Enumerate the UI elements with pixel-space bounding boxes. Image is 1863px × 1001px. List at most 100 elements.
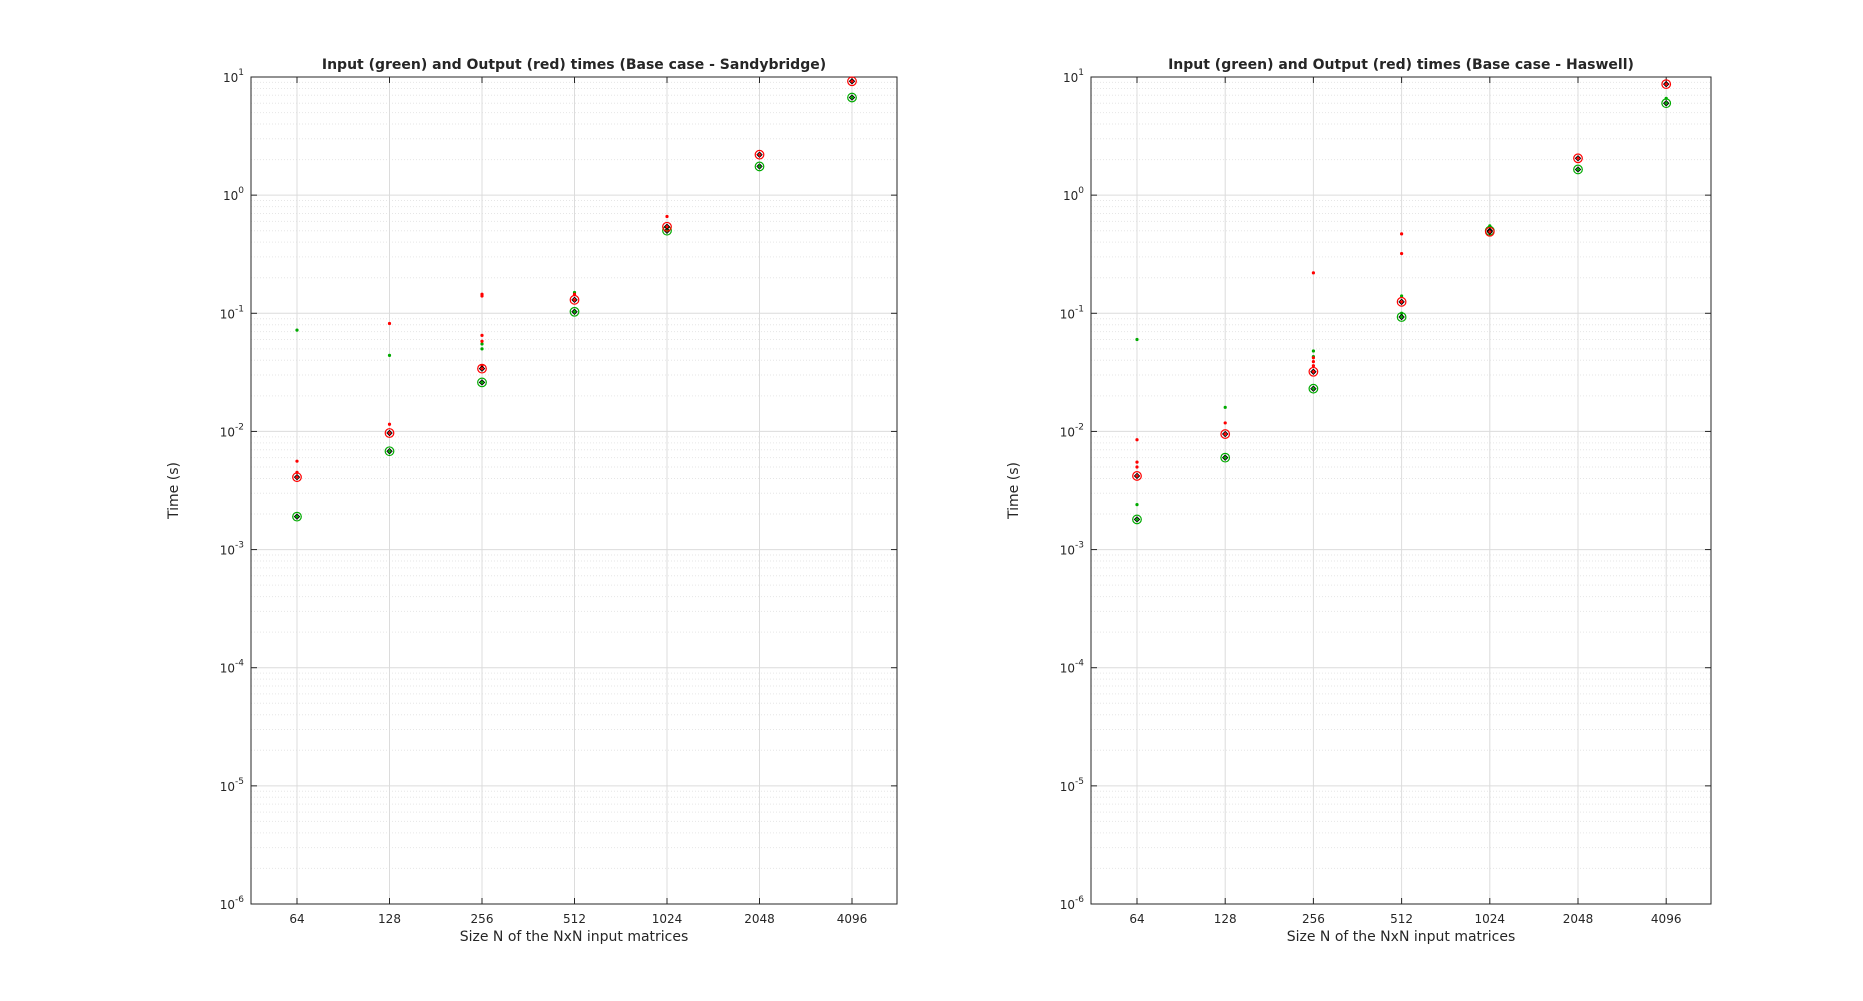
x-tick-label: 2048 [1563,912,1594,926]
y-tick-label: 10-2 [1060,422,1084,439]
input-median-diamond [1398,313,1405,321]
data-marks [1132,79,1672,525]
y-tick-label: 100 [223,186,244,203]
output-median-diamond [1133,472,1141,480]
data-marks [292,76,857,522]
output-time-point [480,333,484,337]
y-tick-label: 10-4 [1060,659,1085,676]
output-time-point [1400,252,1404,256]
input-median-diamond [1310,385,1317,392]
output-time-point [295,475,299,479]
input-median-diamond [1662,99,1670,107]
output-median-diamond [848,78,856,85]
input-time-point [1400,294,1404,298]
input-time-point [1664,101,1668,105]
y-tick-label: 100 [1063,186,1084,203]
x-tick-label: 512 [563,912,586,926]
input-time-point [1135,503,1139,507]
input-time-point [295,515,299,519]
output-median-diamond [1662,80,1670,88]
axis-ticks: 10-6 10-5 10-4 10-3 10-2 10-1 100 101 64 128 256 51… [1060,68,1711,926]
output-median-circle [569,294,580,305]
y-tick-label: 10-1 [220,304,244,321]
y-tick-label: 10-1 [1060,304,1084,321]
output-median-circle [1661,79,1672,90]
input-time-point [480,342,484,346]
output-median-diamond [1574,155,1582,162]
input-time-point [480,380,484,385]
input-median-circle [384,446,395,457]
input-time-point [480,347,484,351]
output-median-circle [1220,429,1231,439]
output-time-point [387,431,392,435]
y-tick-label: 10-4 [220,659,245,676]
y-tick-label: 10-3 [1060,541,1084,558]
output-time-point [387,321,392,326]
chart-panel-sandybridge: 10-6 10-5 10-4 10-3 10-2 10-1 100 101 64 128 256 51… [166,57,898,945]
x-tick-label: 128 [378,912,401,926]
input-median-diamond [1574,166,1582,173]
y-tick-label: 10-5 [1060,777,1084,794]
output-time-point [387,422,392,426]
chart-panel-haswell: 10-6 10-5 10-4 10-3 10-2 10-1 100 101 64 128 256 51… [1006,57,1712,945]
input-time-point [572,310,577,314]
y-tick-label: 10-5 [220,777,244,794]
output-median-circle [662,221,672,232]
input-time-point [757,164,762,169]
output-time-point [665,225,669,229]
input-median-circle [754,161,765,172]
input-median-circle [1308,383,1319,394]
y-tick-label: 10-2 [220,422,244,439]
input-median-diamond [478,379,486,386]
output-time-point [757,153,762,157]
y-tick-label: 10-6 [220,895,245,912]
output-time-point [1400,232,1404,236]
output-median-diamond [386,429,393,437]
input-time-point [1223,456,1227,460]
input-median-circle [1573,164,1583,175]
input-median-circle [477,377,487,388]
output-time-point [1223,421,1227,425]
input-median-diamond [663,227,671,234]
output-median-circle [384,428,395,438]
output-median-diamond [1310,368,1317,375]
output-time-point [480,367,484,371]
input-median-diamond [386,447,393,455]
y-axis-label: Time (s) [1006,462,1022,520]
x-tick-label: 128 [1214,912,1237,926]
x-axis-label: Size N of the NxN input matrices [1287,929,1516,945]
output-time-point [1400,300,1404,304]
output-time-point [480,292,484,296]
y-tick-label: 10-6 [1060,895,1085,912]
axes-box [1090,76,1712,905]
y-tick-label: 10-3 [220,541,244,558]
x-axis-label: Size N of the NxN input matrices [460,929,689,945]
input-time-point [1135,337,1139,342]
y-axis-label: Time (s) [166,462,182,520]
output-time-point [665,214,669,219]
input-median-diamond [1221,454,1229,461]
output-median-diamond [1221,430,1229,438]
output-median-diamond [663,223,671,230]
x-tick-label: 2048 [744,912,775,926]
output-time-point [295,459,299,463]
output-time-point [1311,271,1315,275]
output-median-circle [1573,153,1583,164]
input-median-diamond [571,308,578,316]
x-tick-label: 512 [1390,912,1413,926]
input-median-diamond [293,513,301,520]
output-median-circle [1132,471,1142,481]
output-time-point [1135,460,1139,464]
output-time-point [1135,474,1139,478]
output-time-point [1135,438,1139,442]
input-median-circle [1220,452,1231,463]
x-tick-label: 64 [289,912,304,926]
output-median-diamond [756,151,763,158]
input-median-circle [847,92,857,103]
axis-ticks: 10-6 10-5 10-4 10-3 10-2 10-1 100 101 64 128 256 51… [220,68,897,926]
grid-lines [251,76,897,905]
input-median-circle [1132,514,1142,525]
output-median-circle [754,149,765,160]
y-tick-label: 101 [1063,68,1084,85]
